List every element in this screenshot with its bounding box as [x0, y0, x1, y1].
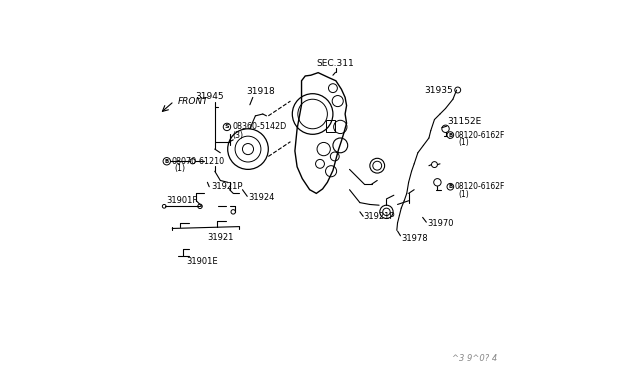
Text: 08360-5142D: 08360-5142D	[232, 122, 286, 131]
Text: (1): (1)	[458, 190, 469, 199]
Text: (3): (3)	[232, 131, 243, 140]
Circle shape	[163, 158, 170, 165]
Text: 08120-6162F: 08120-6162F	[455, 182, 505, 191]
Text: FRONT: FRONT	[178, 97, 209, 106]
Circle shape	[447, 183, 454, 190]
Text: 31901F: 31901F	[167, 196, 198, 205]
Text: 31921: 31921	[207, 233, 234, 242]
Circle shape	[223, 123, 230, 131]
Text: (1): (1)	[458, 138, 469, 147]
Text: B: B	[448, 184, 452, 189]
Text: 31921P: 31921P	[211, 182, 243, 191]
Text: 31978: 31978	[401, 234, 428, 243]
Text: 31921P: 31921P	[364, 212, 395, 221]
Text: 08070-61210: 08070-61210	[172, 157, 225, 166]
Text: SEC.311: SEC.311	[317, 59, 355, 68]
Text: B: B	[448, 132, 452, 138]
Text: B: B	[164, 159, 169, 164]
Text: 31945: 31945	[195, 92, 223, 101]
Text: 31152E: 31152E	[447, 117, 482, 126]
Text: 31935: 31935	[424, 86, 453, 95]
Text: (1): (1)	[174, 164, 186, 173]
Circle shape	[447, 132, 454, 138]
Text: S: S	[225, 124, 229, 129]
Text: 31924: 31924	[248, 193, 275, 202]
Text: 08120-6162F: 08120-6162F	[455, 131, 505, 140]
Text: ^3 9^0? 4: ^3 9^0? 4	[452, 354, 497, 363]
Text: 31970: 31970	[427, 219, 454, 228]
Text: 31918: 31918	[246, 87, 275, 96]
Text: 31901E: 31901E	[186, 257, 218, 266]
